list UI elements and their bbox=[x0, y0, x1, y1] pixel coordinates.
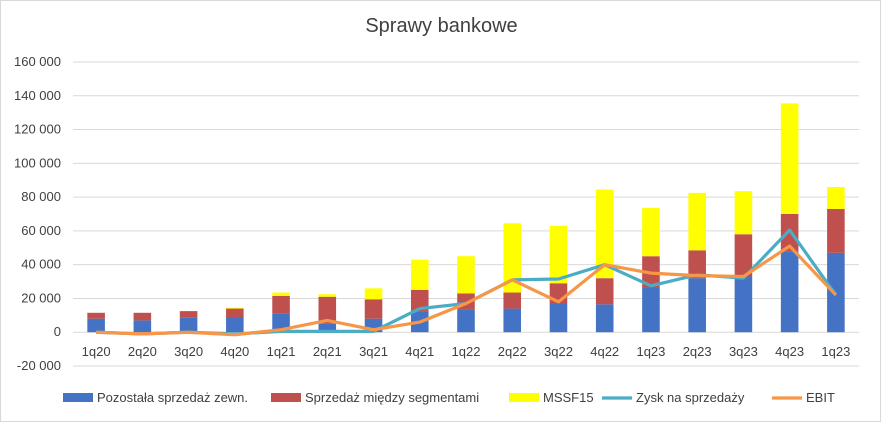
y-tick-label: 60 000 bbox=[21, 223, 61, 238]
bar-segment bbox=[179, 311, 198, 318]
bar-segment bbox=[642, 208, 660, 257]
x-tick-label: 3q22 bbox=[544, 344, 573, 359]
x-tick-label: 4q23 bbox=[775, 344, 804, 359]
x-tick-label: 1q20 bbox=[82, 344, 111, 359]
legend-swatch bbox=[271, 393, 301, 402]
bar-segment bbox=[226, 307, 244, 309]
bar-segment bbox=[503, 292, 522, 309]
bar-segment bbox=[734, 234, 753, 277]
bar-segment bbox=[734, 191, 753, 235]
bar-segment bbox=[457, 256, 475, 294]
bar-segment bbox=[734, 276, 753, 333]
series-line bbox=[96, 244, 838, 337]
x-tick-label: 3q20 bbox=[174, 344, 203, 359]
bar-segment bbox=[595, 189, 614, 279]
x-tick-label: 2q21 bbox=[313, 344, 342, 359]
x-tick-label: 4q21 bbox=[405, 344, 434, 359]
bar-segment bbox=[318, 296, 337, 324]
legend-entry: Zysk na sprzedaży bbox=[636, 390, 745, 405]
bar-segment bbox=[179, 317, 198, 333]
bar-segment bbox=[272, 292, 290, 296]
chart-title: Sprawy bankowe bbox=[365, 15, 518, 37]
legend-swatch bbox=[63, 393, 93, 402]
bar-segment bbox=[410, 290, 429, 312]
legend-swatch bbox=[509, 393, 539, 402]
y-tick-label: -20 000 bbox=[17, 358, 61, 373]
bar-segment bbox=[780, 251, 799, 333]
bar-segment bbox=[272, 295, 290, 314]
x-tick-label: 3q21 bbox=[359, 344, 388, 359]
bar-segment bbox=[827, 208, 845, 253]
bar-segment bbox=[226, 308, 244, 318]
x-tick-label: 2q23 bbox=[683, 344, 712, 359]
bar-segment bbox=[318, 294, 337, 297]
bar-segment bbox=[133, 312, 152, 321]
bar-segment bbox=[87, 312, 105, 319]
bar-segment bbox=[318, 323, 337, 333]
bar-segment bbox=[226, 317, 244, 333]
legend-entry: MSSF15 bbox=[543, 390, 594, 405]
bar-segment bbox=[780, 103, 799, 214]
x-tick-label: 4q20 bbox=[220, 344, 249, 359]
bar-segment bbox=[410, 259, 429, 290]
legend-entry: EBIT bbox=[806, 390, 835, 405]
bar-segment bbox=[133, 320, 152, 333]
y-tick-label: 120 000 bbox=[14, 122, 61, 137]
bar-segment bbox=[503, 223, 522, 293]
x-tick-label: 2q22 bbox=[498, 344, 527, 359]
x-tick-label: 1q22 bbox=[452, 344, 481, 359]
bar-segment bbox=[595, 278, 614, 305]
legend-entry: Pozostała sprzedaż zewn. bbox=[97, 390, 248, 405]
x-tick-label: 1q23 bbox=[821, 344, 850, 359]
x-tick-label: 1q23 bbox=[636, 344, 665, 359]
bar-segment bbox=[642, 287, 660, 333]
y-tick-label: 40 000 bbox=[21, 257, 61, 272]
bar-segment bbox=[457, 309, 475, 333]
x-tick-label: 3q23 bbox=[729, 344, 758, 359]
y-tick-label: 20 000 bbox=[21, 290, 61, 305]
bar-segment bbox=[549, 225, 568, 284]
legend-entry: Sprzedaż między segmentami bbox=[305, 390, 479, 405]
y-tick-label: 140 000 bbox=[14, 88, 61, 103]
y-tick-label: 100 000 bbox=[14, 155, 61, 170]
bar-segment bbox=[688, 278, 706, 333]
x-tick-label: 2q20 bbox=[128, 344, 157, 359]
y-tick-label: 0 bbox=[54, 324, 61, 339]
bar-segment bbox=[827, 186, 845, 209]
bar-segment bbox=[688, 192, 706, 251]
bar-segment bbox=[688, 250, 706, 279]
y-tick-label: 160 000 bbox=[14, 54, 61, 69]
bar-segment bbox=[364, 288, 383, 300]
x-tick-label: 1q21 bbox=[267, 344, 296, 359]
bar-segment bbox=[503, 308, 522, 333]
bar-segment bbox=[87, 318, 105, 333]
bar-segment bbox=[549, 303, 568, 333]
bar-segment bbox=[595, 304, 614, 333]
x-tick-label: 4q22 bbox=[590, 344, 619, 359]
bar-segment bbox=[364, 299, 383, 319]
y-tick-label: 80 000 bbox=[21, 189, 61, 204]
